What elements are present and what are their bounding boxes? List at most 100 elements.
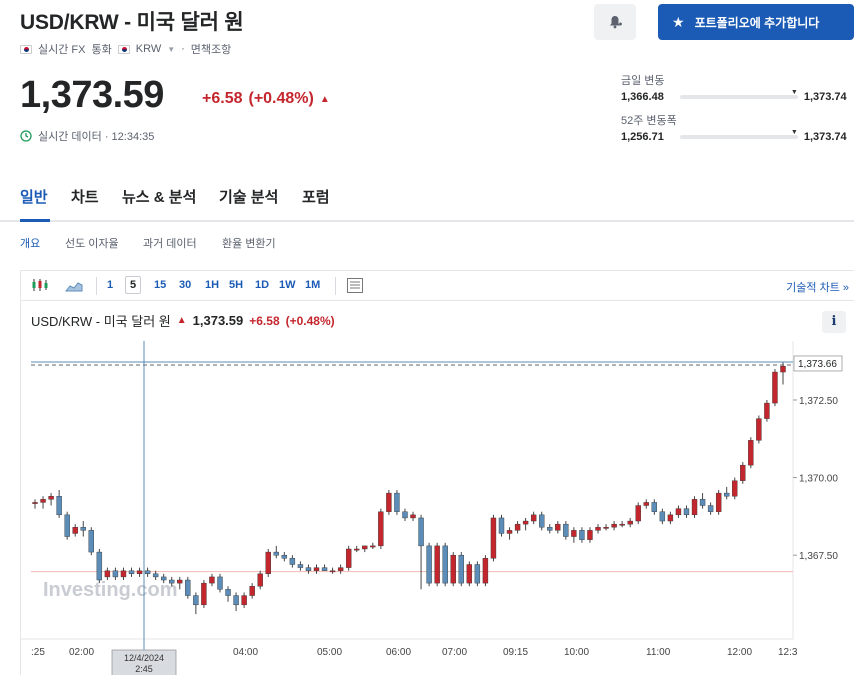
candle[interactable] [627, 520, 633, 525]
candle[interactable] [297, 564, 304, 568]
subtab-forward-rates[interactable]: 선도 이자율 [65, 238, 119, 250]
candle[interactable] [547, 527, 553, 531]
candle[interactable] [699, 499, 706, 506]
candle[interactable] [458, 554, 464, 584]
candle[interactable] [305, 567, 312, 571]
candle[interactable] [329, 570, 336, 573]
candle[interactable] [691, 499, 698, 516]
price-chart[interactable]: Investing.com 1,372.50 1,370.00 1,367.50 1,3… [21, 271, 854, 675]
tab-forum[interactable]: 포럼 [302, 189, 330, 206]
candle[interactable] [337, 567, 344, 571]
candle[interactable] [169, 579, 175, 584]
candle[interactable] [659, 511, 666, 522]
candle[interactable] [611, 523, 617, 528]
candle[interactable] [209, 576, 215, 584]
candle[interactable] [587, 530, 593, 540]
candle[interactable] [112, 570, 119, 578]
candle[interactable] [289, 558, 296, 565]
meta-currency[interactable]: KRW [135, 43, 162, 55]
data-table-icon[interactable] [347, 278, 363, 298]
candle[interactable] [643, 502, 649, 506]
tab-general[interactable]: 일반 [20, 189, 48, 206]
interval-1[interactable]: 1 [107, 279, 114, 291]
candle[interactable] [273, 551, 279, 556]
candle[interactable] [88, 530, 95, 553]
info-icon[interactable]: i [822, 311, 846, 333]
candle[interactable] [563, 523, 569, 537]
candle[interactable] [595, 527, 601, 531]
candle[interactable] [539, 514, 545, 528]
candle[interactable] [144, 570, 151, 575]
candle[interactable] [265, 551, 271, 575]
add-to-portfolio-button[interactable]: ★ 포트폴리오에 추가합니다 [658, 4, 854, 40]
candle[interactable] [354, 548, 360, 551]
candle[interactable] [667, 514, 674, 522]
candle[interactable] [522, 520, 529, 525]
candle[interactable] [474, 564, 481, 584]
candle[interactable] [506, 530, 513, 534]
subtab-historical-data[interactable]: 과거 데이터 [143, 238, 197, 250]
candle[interactable] [675, 508, 682, 516]
candle[interactable] [177, 579, 183, 584]
technical-chart-link[interactable]: 기술적 차트 » [786, 282, 849, 294]
candle[interactable] [450, 554, 456, 584]
candle[interactable] [683, 508, 690, 516]
candle[interactable] [764, 402, 770, 419]
candle[interactable] [732, 480, 738, 497]
candle[interactable] [603, 527, 609, 529]
candle[interactable] [80, 527, 86, 531]
candle[interactable] [498, 517, 505, 534]
candle[interactable] [386, 492, 392, 512]
candle[interactable] [619, 523, 625, 526]
candle[interactable] [378, 511, 384, 547]
interval-1d[interactable]: 1D [255, 279, 270, 291]
candle[interactable] [434, 545, 440, 584]
candle[interactable] [96, 551, 103, 581]
candle[interactable] [40, 499, 46, 503]
candle[interactable] [635, 505, 641, 522]
tab-chart[interactable]: 차트 [71, 189, 99, 206]
candle[interactable] [740, 464, 746, 481]
subtab-currency-converter[interactable]: 환율 변환기 [222, 238, 276, 250]
candle[interactable] [571, 530, 577, 537]
candle[interactable] [370, 545, 376, 548]
add-alert-button[interactable] [594, 4, 636, 40]
interval-5[interactable]: 5 [125, 276, 142, 294]
tab-news-analysis[interactable]: 뉴스 & 분석 [122, 189, 197, 206]
interval-5h[interactable]: 5H [229, 279, 244, 291]
area-chart-icon[interactable] [64, 279, 83, 297]
candle[interactable] [193, 595, 199, 606]
candle[interactable] [490, 517, 497, 559]
candle[interactable] [160, 576, 167, 581]
interval-1m[interactable]: 1M [305, 279, 321, 291]
candle[interactable] [217, 576, 223, 590]
candle[interactable] [555, 523, 561, 531]
candle[interactable] [241, 595, 247, 606]
subtab-overview[interactable]: 개요 [20, 238, 41, 250]
candle[interactable] [780, 365, 786, 373]
candle[interactable] [394, 492, 400, 512]
candle[interactable] [120, 570, 127, 578]
candle[interactable] [482, 558, 489, 584]
candle[interactable] [651, 502, 658, 512]
candle[interactable] [249, 586, 255, 596]
candle[interactable] [64, 514, 70, 537]
interval-15[interactable]: 15 [154, 279, 167, 291]
candle[interactable] [748, 440, 754, 466]
candle[interactable] [233, 595, 239, 606]
candle[interactable] [579, 530, 585, 540]
tab-technical[interactable]: 기술 분석 [219, 189, 279, 206]
interval-30[interactable]: 30 [179, 279, 192, 291]
candle[interactable] [32, 502, 38, 504]
candle[interactable] [136, 570, 143, 575]
candle[interactable] [257, 573, 263, 587]
candle[interactable] [152, 573, 159, 578]
candle[interactable] [707, 505, 714, 512]
candle[interactable] [185, 579, 191, 596]
candle[interactable] [321, 567, 328, 571]
candle[interactable] [56, 496, 62, 516]
interval-1w[interactable]: 1W [279, 279, 296, 291]
candlestick-type-icon[interactable] [31, 278, 49, 297]
candle[interactable] [104, 570, 111, 578]
candle[interactable] [72, 527, 78, 534]
